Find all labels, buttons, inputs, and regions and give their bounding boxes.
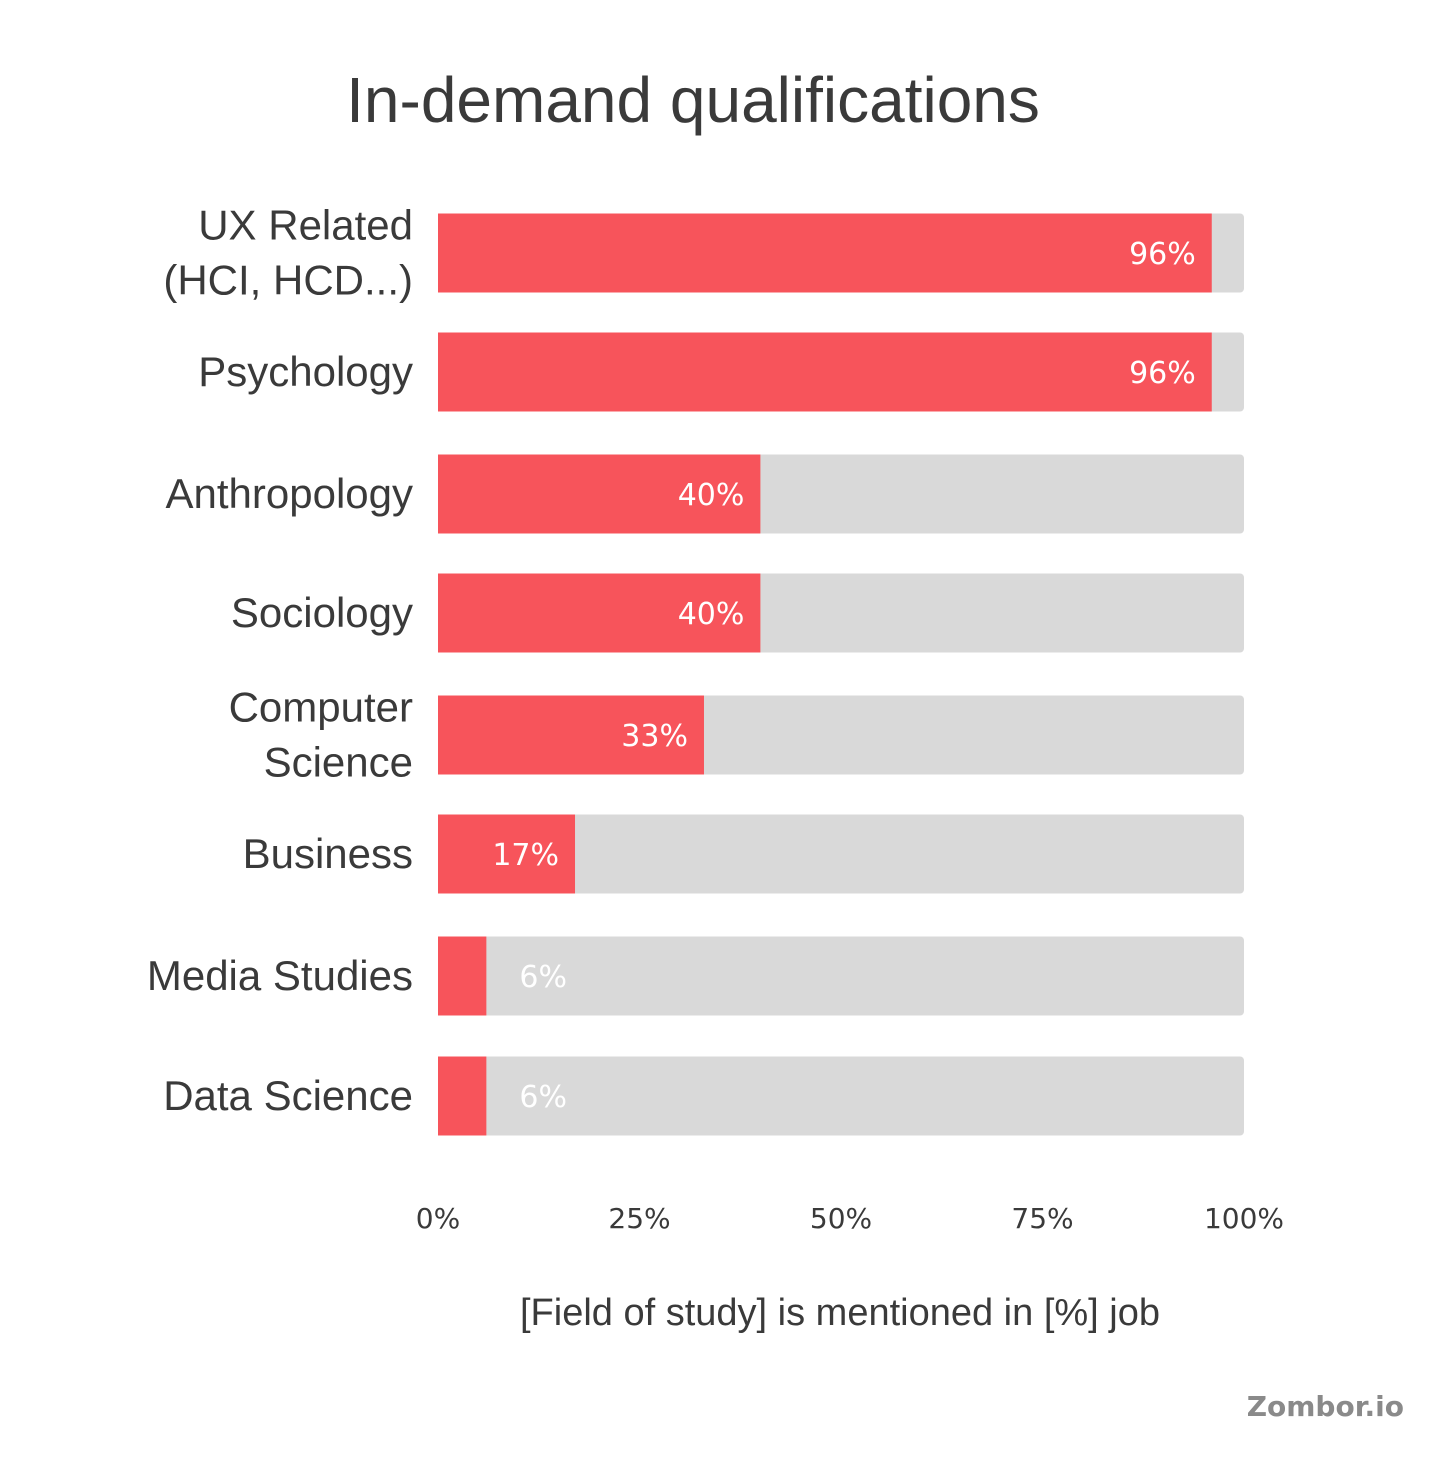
bar-track: [438, 814, 1244, 894]
bar-row: 40% Anthropology: [165, 454, 1244, 534]
category-label-line: Science: [264, 739, 413, 786]
bar-row: 96% Psychology: [198, 332, 1244, 412]
x-tick-label: 100%: [1204, 1202, 1284, 1235]
category-label: Business: [243, 830, 413, 877]
bar: [438, 936, 487, 1016]
bar: [438, 814, 576, 894]
category-label: Anthropology: [165, 470, 413, 517]
brand-watermark: Zombor.io: [1247, 1390, 1404, 1423]
bar-row: 17% Business: [243, 814, 1244, 894]
category-label-line: Sociology: [231, 589, 413, 636]
category-label-line: Business: [243, 830, 413, 877]
category-label: UX Related (HCI, HCD...): [163, 202, 413, 304]
bar-value-label: 40%: [678, 478, 745, 513]
bar: [438, 695, 704, 775]
category-label-line: UX Related: [198, 202, 413, 249]
bar: [438, 454, 761, 534]
chart-title: In-demand qualifications: [346, 64, 1040, 136]
category-label: Media Studies: [147, 952, 413, 999]
x-axis-ticks: 0% 25% 50% 75% 100%: [416, 1202, 1284, 1235]
bar-value-label: 40%: [678, 597, 745, 632]
bar-track: [438, 1056, 1244, 1136]
bar-track: [438, 936, 1244, 1016]
category-label: Computer Science: [229, 684, 413, 786]
category-label-line: Data Science: [163, 1072, 413, 1119]
bar-value-label: 96%: [1129, 237, 1196, 272]
x-tick-label: 50%: [810, 1202, 872, 1235]
x-tick-label: 25%: [608, 1202, 670, 1235]
bar: [438, 213, 1212, 293]
category-label-line: Anthropology: [165, 470, 413, 517]
bar-value-label: 6%: [519, 1080, 567, 1115]
category-label: Data Science: [163, 1072, 413, 1119]
bar-row: 40% Sociology: [231, 573, 1244, 653]
bars-layer: 96% UX Related (HCI, HCD...) 96% Psychology 4…: [147, 202, 1244, 1136]
category-label-line: Psychology: [198, 348, 413, 395]
x-tick-label: 0%: [416, 1202, 460, 1235]
category-label-line: Computer: [229, 684, 413, 731]
category-label-line: Media Studies: [147, 952, 413, 999]
bar: [438, 332, 1212, 412]
bar: [438, 1056, 487, 1136]
bar-row: 6% Data Science: [163, 1056, 1244, 1136]
x-axis-label: [Field of study] is mentioned in [%] job: [520, 1292, 1160, 1334]
category-label-line: (HCI, HCD...): [163, 257, 413, 304]
bar-row: 33% Computer Science: [229, 684, 1244, 786]
category-label: Sociology: [231, 589, 413, 636]
category-label: Psychology: [198, 348, 413, 395]
bar-value-label: 33%: [621, 719, 688, 754]
x-tick-label: 75%: [1011, 1202, 1073, 1235]
bar-value-label: 17%: [492, 838, 559, 873]
bar-row: 96% UX Related (HCI, HCD...): [163, 202, 1244, 304]
bar-row: 6% Media Studies: [147, 936, 1244, 1016]
bar: [438, 573, 761, 653]
bar-value-label: 96%: [1129, 356, 1196, 391]
bar-value-label: 6%: [519, 960, 567, 995]
